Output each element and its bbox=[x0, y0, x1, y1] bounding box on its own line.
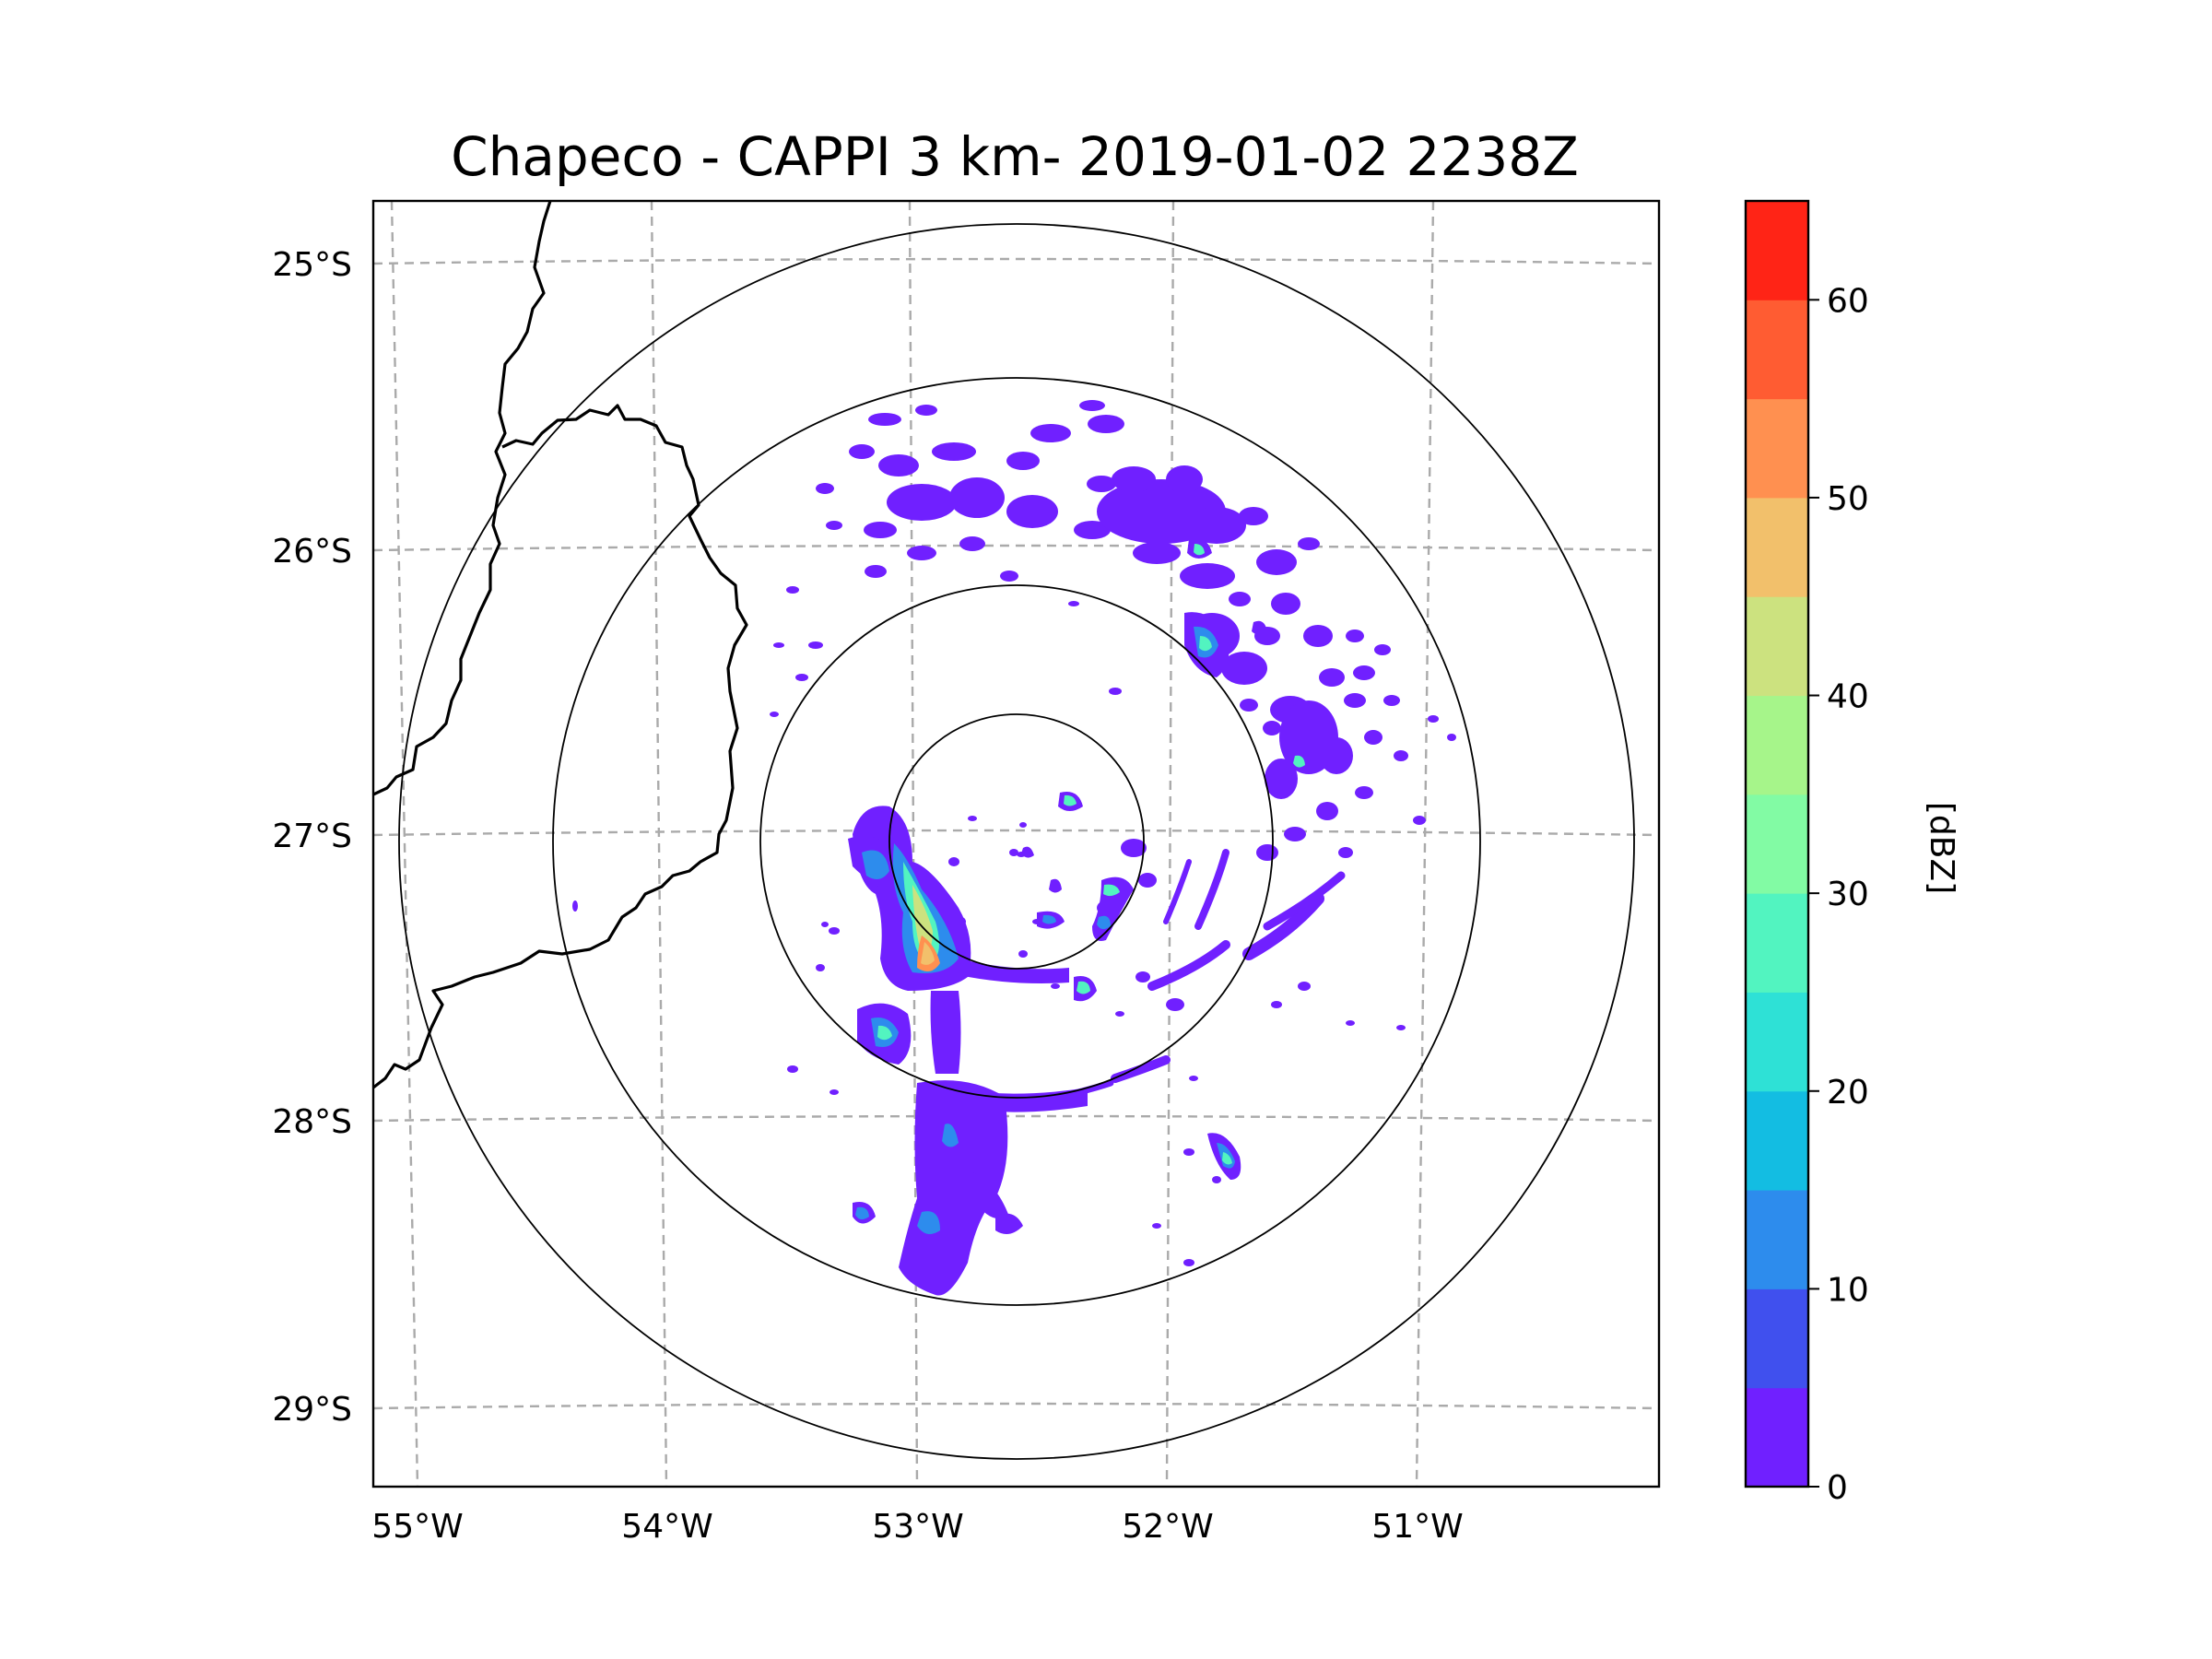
colorbar-tick-label: 30 bbox=[1827, 876, 1869, 913]
grid-lat-29 bbox=[373, 1402, 1659, 1410]
range-ring-3 bbox=[552, 377, 1481, 1306]
lat-label-27: 27°S bbox=[272, 818, 352, 855]
colorbar-tick-label: 50 bbox=[1827, 480, 1869, 518]
lat-label-26: 26°S bbox=[272, 533, 352, 571]
colorbar-tick-label: 40 bbox=[1827, 678, 1869, 716]
lat-label-28: 28°S bbox=[272, 1103, 352, 1141]
grid-lon-51 bbox=[1415, 201, 1435, 1487]
colorbar-label: [dBZ] bbox=[1923, 802, 1960, 894]
colorbar-tick-label: 20 bbox=[1827, 1074, 1869, 1112]
chart-title: Chapeco - CAPPI 3 km- 2019-01-02 2238Z bbox=[451, 125, 1579, 188]
colorbar-segment bbox=[1746, 992, 1808, 1092]
colorbar-segment bbox=[1746, 1288, 1808, 1389]
colorbar-segment bbox=[1746, 893, 1808, 993]
colorbar-segment bbox=[1746, 398, 1808, 499]
lat-label-25: 25°S bbox=[272, 246, 352, 284]
echo-south-line bbox=[853, 991, 1088, 1296]
border-line-west bbox=[373, 201, 552, 796]
lat-label-29: 29°S bbox=[272, 1391, 352, 1429]
colorbar-segment bbox=[1746, 497, 1808, 597]
colorbar-segment bbox=[1746, 300, 1808, 400]
echo-east-small-cells bbox=[1021, 792, 1134, 1002]
colorbar-segment bbox=[1746, 1190, 1808, 1289]
lon-axis-labels: 55°W 54°W 53°W 52°W 51°W bbox=[371, 1508, 1463, 1546]
echo-southwest-cell bbox=[857, 1003, 912, 1065]
grid-lat-28 bbox=[373, 1114, 1659, 1123]
lat-axis-labels: 25°S 26°S 27°S 28°S 29°S bbox=[272, 246, 352, 1429]
grid-lat-25 bbox=[373, 257, 1659, 265]
range-ring-4 bbox=[398, 223, 1635, 1460]
lon-label-52: 52°W bbox=[1122, 1508, 1213, 1546]
colorbar-segment bbox=[1746, 201, 1808, 300]
grid-lat-26 bbox=[373, 544, 1659, 552]
lon-label-55: 55°W bbox=[371, 1508, 463, 1546]
echo-west-small bbox=[572, 816, 1026, 927]
colorbar-tick-label: 0 bbox=[1827, 1469, 1848, 1507]
colorbar-segment bbox=[1746, 794, 1808, 894]
echo-east-cells bbox=[787, 822, 1406, 1266]
colorbar-segment bbox=[1746, 695, 1808, 795]
range-ring-2 bbox=[759, 584, 1274, 1099]
map-panel: 25°S 26°S 27°S 28°S 29°S 55°W 54°W 53°W … bbox=[272, 199, 1661, 1546]
border-line-east bbox=[373, 404, 748, 1089]
grid-lon-52 bbox=[1165, 201, 1175, 1487]
colorbar-frame bbox=[1744, 199, 1810, 1488]
map-frame bbox=[371, 199, 1661, 1488]
range-ring-1 bbox=[888, 713, 1145, 970]
echo-northeast-cells bbox=[1184, 538, 1305, 1180]
grid-lat-27 bbox=[373, 829, 1659, 837]
range-rings bbox=[398, 223, 1635, 1460]
gridlines bbox=[373, 201, 1659, 1487]
grid-lon-54 bbox=[650, 201, 668, 1487]
lon-label-54: 54°W bbox=[621, 1508, 712, 1546]
colorbar-segment bbox=[1746, 596, 1808, 697]
colorbar-segment bbox=[1746, 1387, 1808, 1488]
grid-lon-55 bbox=[390, 201, 419, 1487]
colorbar-tick-label: 10 bbox=[1827, 1271, 1869, 1309]
colorbar: 0 10 20 30 40 50 60 [dBZ] bbox=[1744, 199, 1960, 1507]
map-background bbox=[373, 201, 1659, 1487]
lon-label-53: 53°W bbox=[872, 1508, 963, 1546]
colorbar-tick-label: 60 bbox=[1827, 282, 1869, 320]
radar-echoes bbox=[572, 400, 1456, 1296]
colorbar-segment bbox=[1746, 1090, 1808, 1191]
echo-north-band bbox=[770, 400, 1320, 717]
colorbar-ticks: 0 10 20 30 40 50 60 bbox=[1808, 282, 1869, 1507]
political-borders bbox=[373, 201, 748, 1089]
lon-label-51: 51°W bbox=[1371, 1508, 1463, 1546]
colorbar-segments bbox=[1746, 201, 1808, 1488]
